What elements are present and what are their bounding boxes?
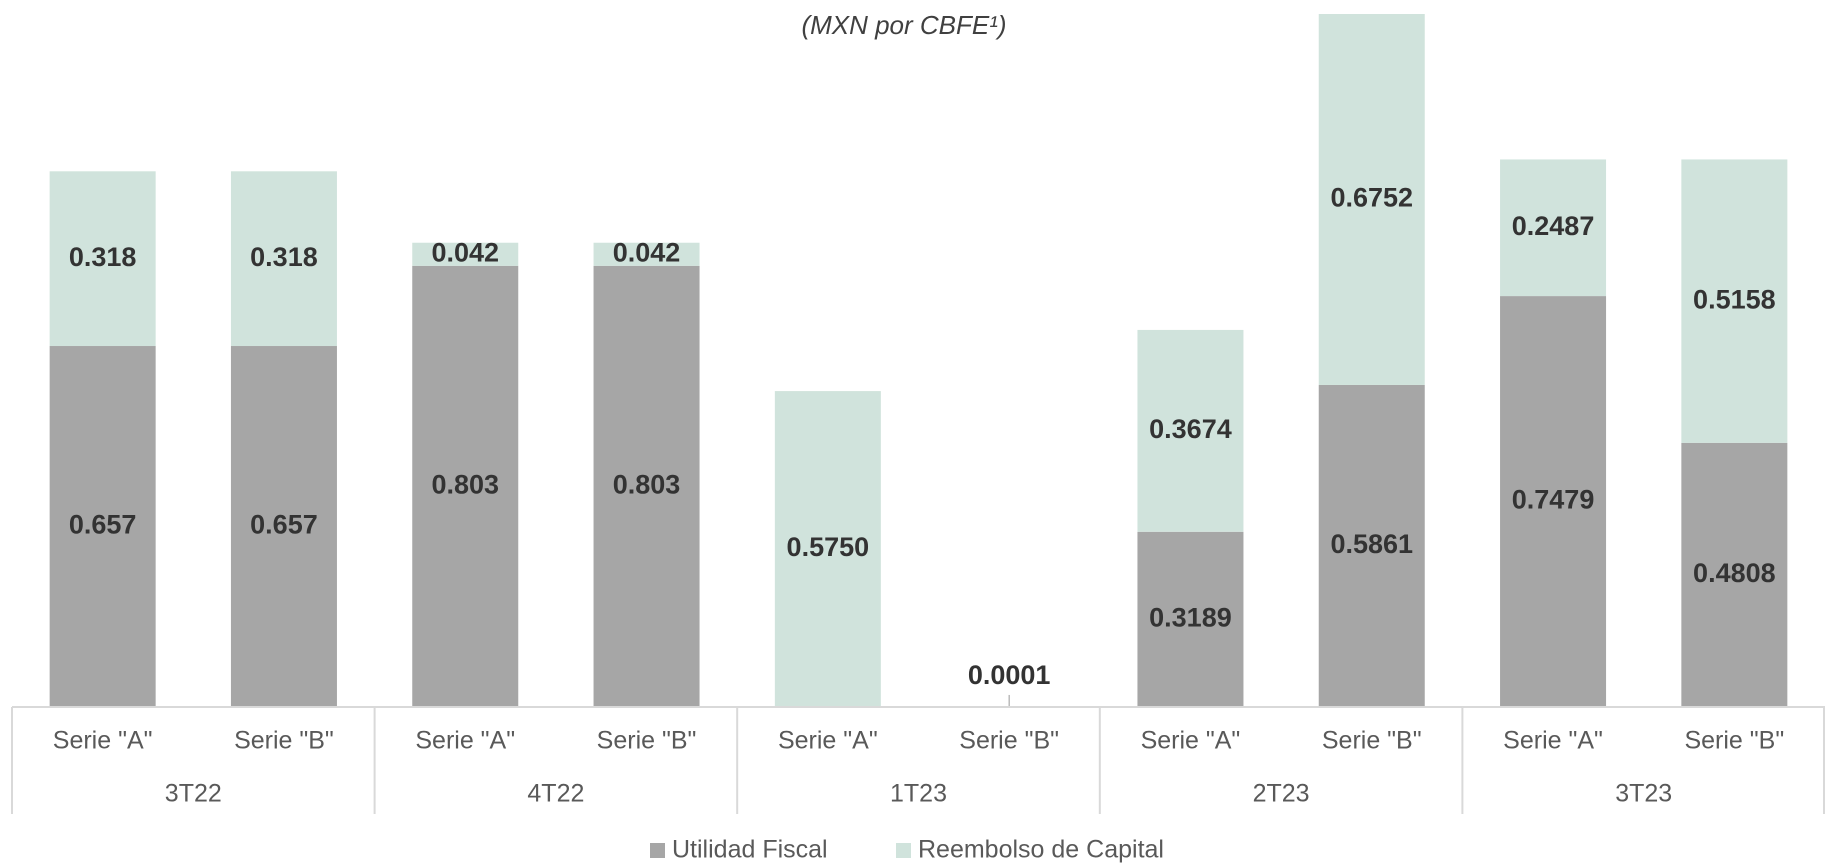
x-tick-label: Serie "B": [234, 727, 334, 755]
data-label: 0.803: [431, 470, 499, 500]
legend-swatch: [650, 843, 665, 858]
bar-segment: [1137, 329, 1244, 532]
bar-segment: [774, 391, 881, 707]
bar-segment: [1500, 296, 1607, 707]
bar-segment: [1137, 531, 1244, 707]
data-label: 0.4808: [1693, 558, 1776, 588]
data-label: 0.5158: [1693, 284, 1776, 314]
bar-segment: [593, 242, 700, 266]
bar-segment: [593, 265, 700, 707]
x-tick-label: Serie "B": [959, 727, 1059, 755]
group-label: 4T22: [527, 780, 584, 808]
data-label: 0.803: [613, 470, 681, 500]
data-label: 0.042: [613, 237, 681, 267]
data-label: 0.5861: [1330, 529, 1413, 559]
x-tick-label: Serie "A": [778, 727, 878, 755]
legend-label: Reembolso de Capital: [918, 836, 1164, 864]
bar-segment: [49, 346, 156, 707]
x-tick-label: Serie "B": [1322, 727, 1422, 755]
data-label: 0.0001: [968, 660, 1051, 690]
legend-swatch: [896, 843, 911, 858]
x-tick-label: Serie "B": [1684, 727, 1784, 755]
data-label: 0.2487: [1512, 211, 1595, 241]
data-label: 0.3674: [1149, 414, 1232, 444]
bar-segment: [1500, 159, 1607, 297]
bar-segment: [230, 346, 337, 707]
data-label: 0.042: [431, 237, 499, 267]
data-label: 0.7479: [1512, 485, 1595, 515]
chart-subtitle: (MXN por CBFE¹): [801, 10, 1006, 40]
data-label: 0.6752: [1330, 183, 1413, 213]
bar-segment: [1681, 159, 1788, 443]
bar-segment: [412, 265, 519, 707]
group-label: 3T23: [1615, 780, 1672, 808]
data-label: 0.3189: [1149, 603, 1232, 633]
data-label: 0.657: [69, 510, 137, 540]
legend-label: Utilidad Fiscal: [672, 836, 828, 864]
bar-segment: [49, 171, 156, 347]
group-label: 3T22: [165, 780, 222, 808]
group-label: 2T23: [1253, 780, 1310, 808]
data-label: 0.657: [250, 510, 318, 540]
bar-segment: [412, 242, 519, 266]
data-label: 0.318: [250, 242, 318, 272]
data-label: 0.318: [69, 242, 137, 272]
group-label: 1T23: [890, 780, 947, 808]
bar-segment: [1318, 384, 1425, 707]
bar-segment: [1681, 442, 1788, 707]
x-tick-label: Serie "A": [415, 727, 515, 755]
x-tick-label: Serie "A": [1503, 727, 1603, 755]
bar-segment: [1318, 14, 1425, 385]
data-label: 0.5750: [787, 532, 870, 562]
bar-segment: [230, 171, 337, 347]
x-tick-label: Serie "B": [597, 727, 697, 755]
x-tick-label: Serie "A": [53, 727, 153, 755]
x-tick-label: Serie "A": [1141, 727, 1241, 755]
